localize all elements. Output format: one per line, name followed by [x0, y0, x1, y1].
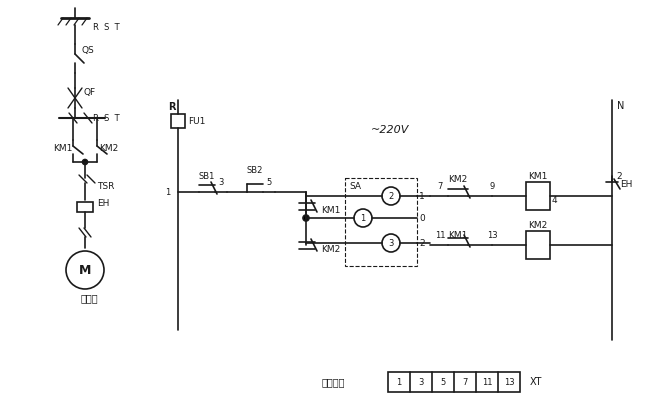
Text: 控制电路: 控制电路: [321, 377, 345, 387]
Bar: [77, 202, 93, 212]
Text: 1: 1: [165, 187, 170, 196]
Text: QF: QF: [83, 88, 95, 97]
Text: M: M: [79, 263, 91, 277]
Bar: [388, 372, 520, 392]
Text: SB2: SB2: [247, 166, 263, 175]
Text: KM2: KM2: [321, 245, 340, 254]
Text: 13: 13: [487, 231, 497, 240]
Text: SB1: SB1: [199, 171, 215, 180]
Text: 2: 2: [419, 238, 425, 247]
Text: 11: 11: [435, 231, 446, 240]
Text: 3: 3: [218, 178, 224, 187]
Text: KM2: KM2: [528, 220, 548, 229]
Bar: [171, 114, 185, 128]
Text: R  S  T: R S T: [93, 23, 120, 32]
Text: 11: 11: [482, 377, 493, 386]
Bar: [526, 182, 550, 210]
Bar: [526, 231, 550, 259]
Text: N: N: [617, 101, 624, 111]
Text: KM1: KM1: [528, 171, 548, 180]
Text: 2: 2: [616, 171, 622, 180]
Text: 13: 13: [504, 377, 514, 386]
Text: 1: 1: [396, 377, 402, 386]
Text: XT: XT: [530, 377, 542, 387]
Text: 7: 7: [437, 182, 443, 191]
Circle shape: [303, 215, 309, 221]
Text: 9: 9: [489, 182, 495, 191]
Text: R  S  T: R S T: [93, 113, 120, 122]
Text: 1: 1: [360, 213, 366, 222]
Circle shape: [83, 159, 87, 164]
Text: 3: 3: [418, 377, 423, 386]
Text: KM2: KM2: [448, 175, 468, 183]
Text: 0: 0: [419, 213, 425, 222]
Text: 5: 5: [266, 178, 271, 187]
Text: 7: 7: [462, 377, 468, 386]
Text: 3: 3: [388, 238, 394, 247]
Text: QS: QS: [81, 46, 94, 55]
Text: ~220V: ~220V: [371, 125, 409, 135]
Text: 5: 5: [440, 377, 446, 386]
Text: EH: EH: [97, 199, 110, 208]
Text: 4: 4: [552, 196, 558, 205]
Text: R: R: [168, 102, 176, 112]
Bar: [345, 178, 417, 266]
Text: 2: 2: [388, 192, 394, 201]
Text: KM1: KM1: [448, 231, 468, 240]
Text: 主电路: 主电路: [80, 293, 98, 303]
Text: SA: SA: [349, 182, 361, 191]
Text: TSR: TSR: [97, 182, 114, 191]
Text: FU1: FU1: [188, 116, 206, 125]
Text: 1: 1: [419, 192, 425, 201]
Text: EH: EH: [620, 180, 632, 189]
Text: KM1: KM1: [321, 206, 341, 215]
Text: KM2: KM2: [99, 143, 118, 152]
Text: KM1: KM1: [53, 143, 73, 152]
